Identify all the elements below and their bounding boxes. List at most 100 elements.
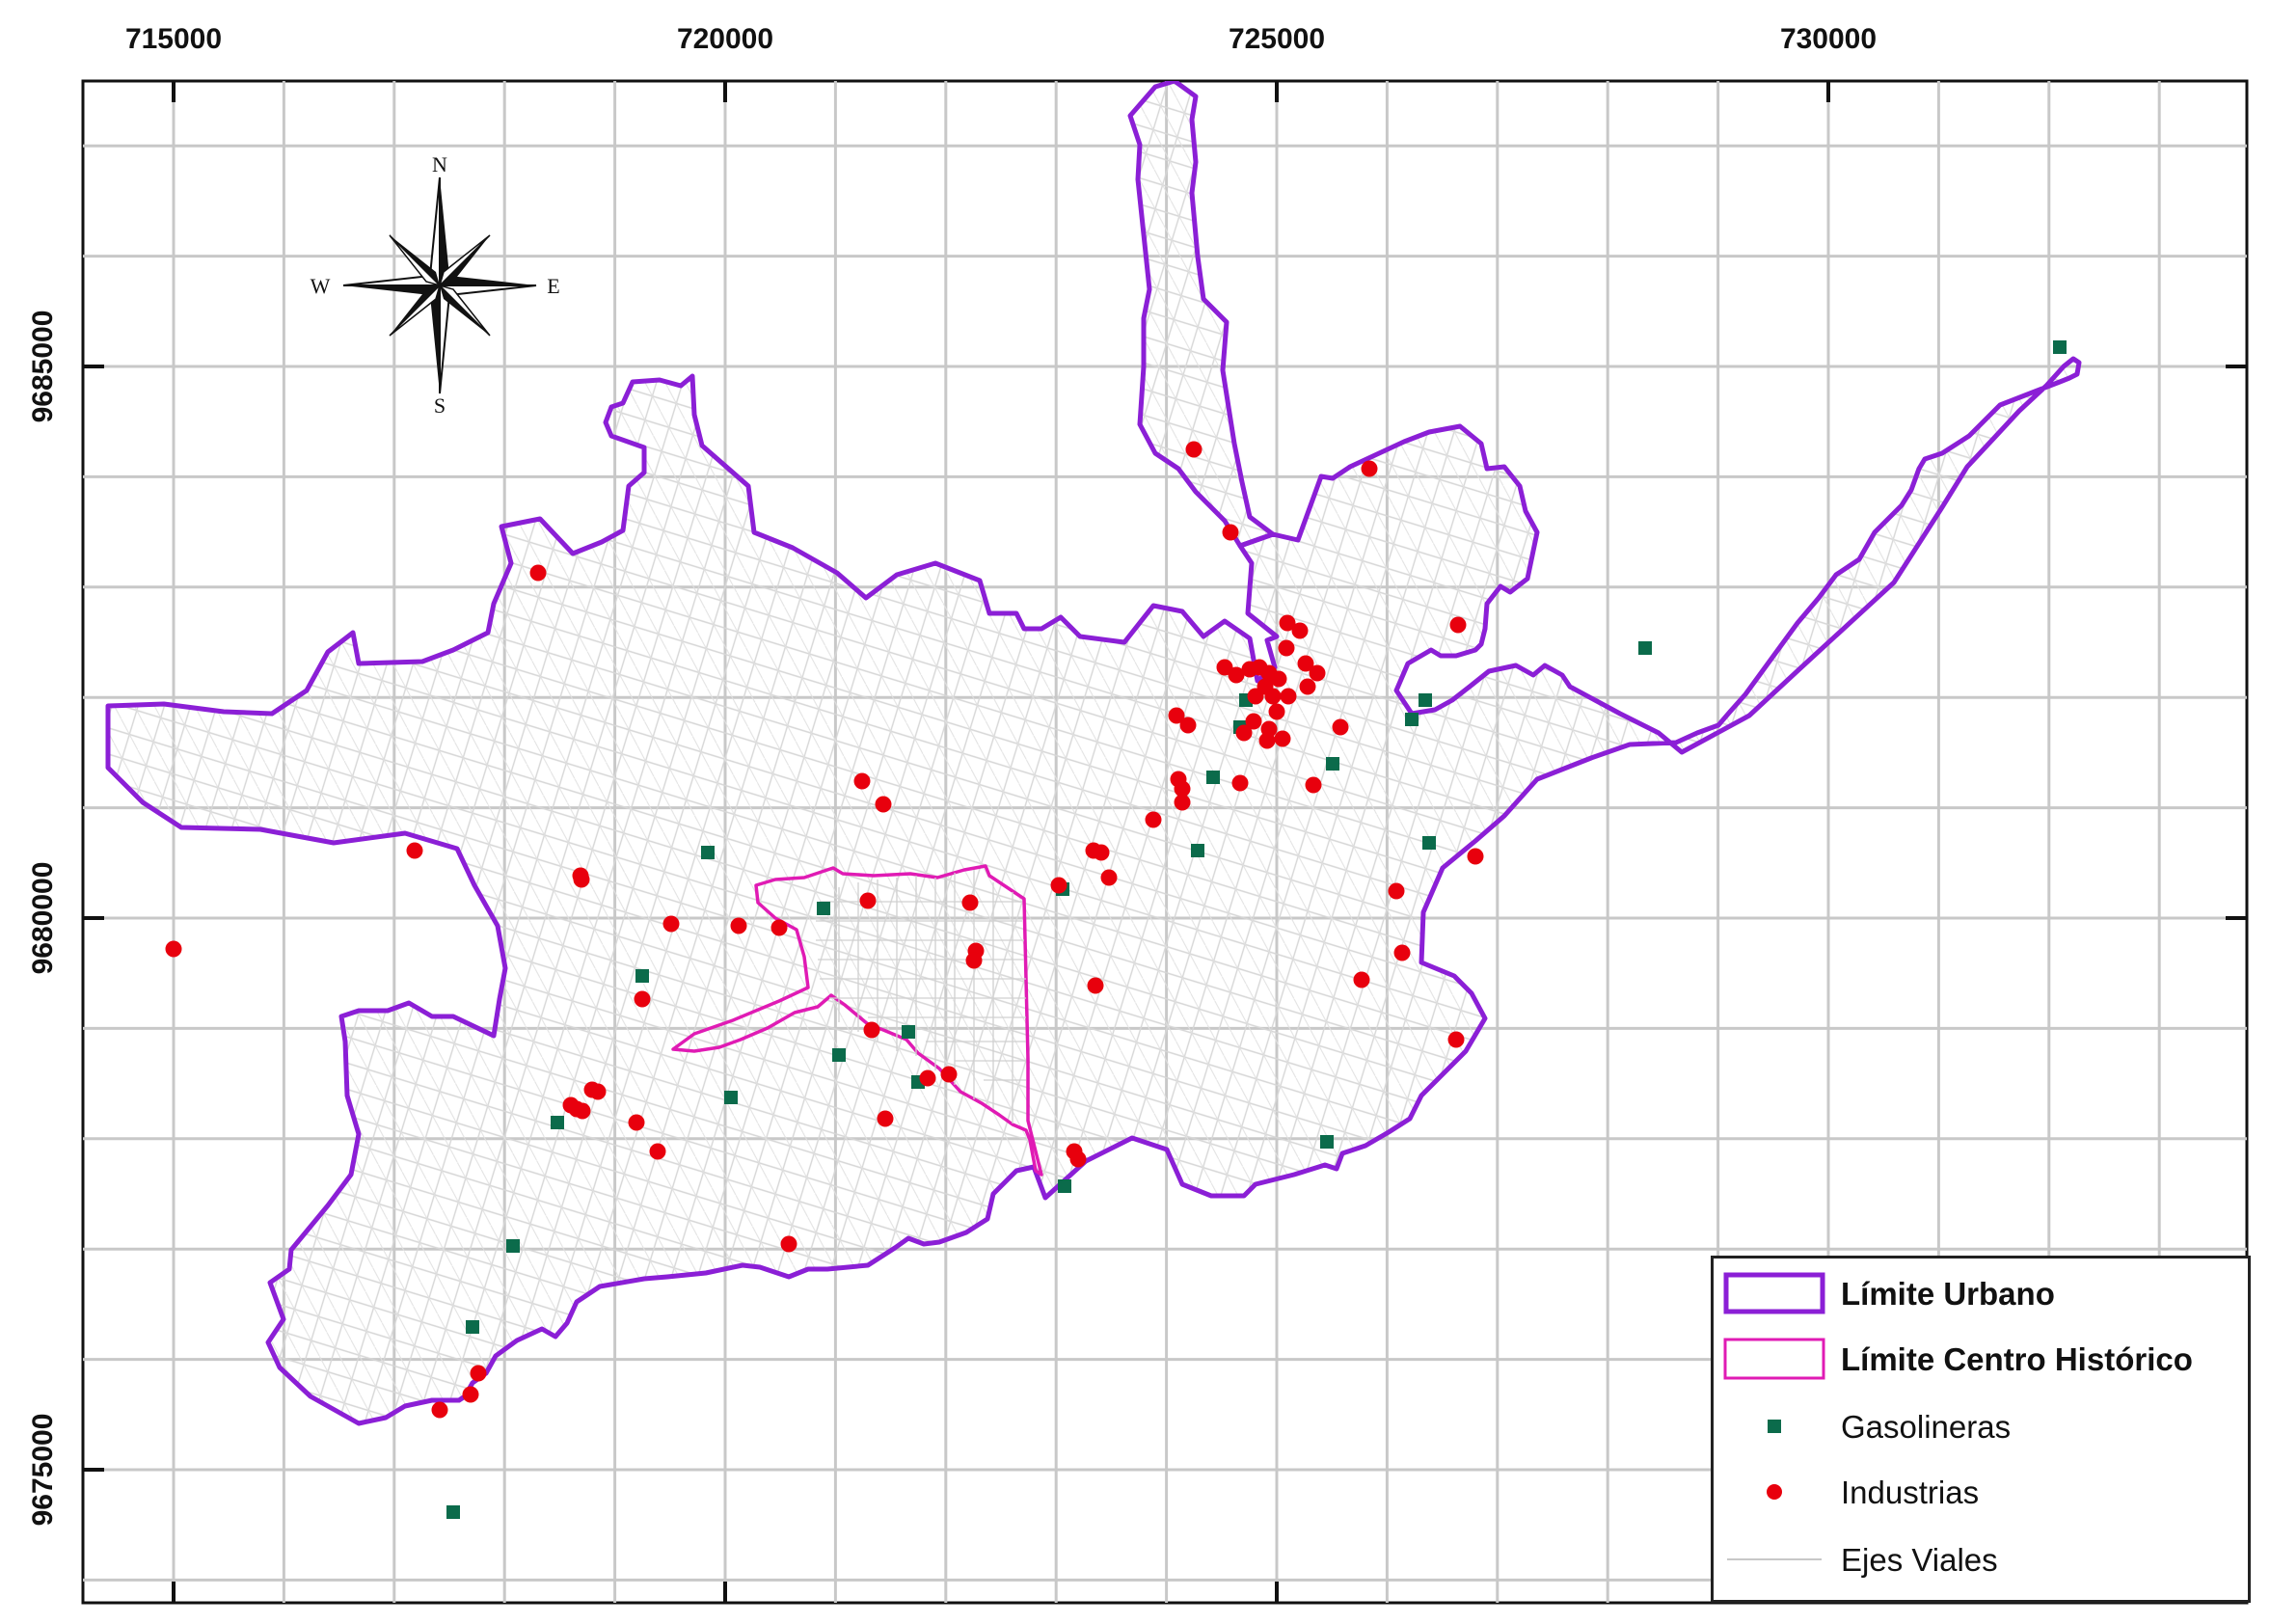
legend-label: Límite Centro Histórico: [1841, 1341, 2193, 1377]
industry-marker: [583, 1081, 601, 1098]
road-network: [108, 359, 2079, 1423]
y-tick-label: 9680000: [27, 862, 59, 975]
gas-station-marker: [817, 902, 830, 915]
industry-marker: [1299, 678, 1316, 695]
industry-marker: [1332, 718, 1349, 736]
legend-item-urban-limit: Límite Urbano: [1714, 1262, 2248, 1324]
gas-station-marker: [832, 1048, 846, 1062]
industry-marker: [1309, 664, 1326, 682]
industry-marker: [1069, 1150, 1087, 1168]
industry-marker: [1235, 724, 1253, 742]
industry-marker: [406, 842, 423, 859]
industry-marker: [529, 564, 547, 582]
gas-station-marker: [1638, 641, 1652, 655]
industry-marker: [165, 940, 182, 958]
compass-rose-icon: [342, 176, 537, 394]
gas-station-marker: [1206, 771, 1220, 784]
gas-station-marker: [1422, 836, 1436, 850]
industry-marker: [961, 894, 979, 911]
industry-marker: [1278, 639, 1295, 657]
gas-station-square-icon: [1768, 1420, 1781, 1433]
industry-marker: [1268, 703, 1285, 720]
industry-marker: [1291, 622, 1309, 639]
urban-limit-swatch-icon: [1723, 1272, 1825, 1314]
industry-marker: [1050, 877, 1067, 894]
industry-marker: [470, 1365, 487, 1382]
industry-markers: [165, 441, 1484, 1419]
industry-marker: [1280, 688, 1297, 705]
industry-marker: [628, 1114, 645, 1131]
industry-marker: [1168, 707, 1185, 724]
compass-west-label: W: [311, 274, 331, 298]
industry-marker: [634, 990, 651, 1008]
industry-marker: [1264, 688, 1282, 705]
legend-label: Industrias: [1841, 1475, 1980, 1510]
industry-marker: [431, 1401, 448, 1419]
legend-item-roads: Ejes Viales: [1714, 1529, 2248, 1590]
industry-marker: [1179, 717, 1197, 734]
gas-station-marker: [506, 1239, 520, 1253]
industry-marker: [1274, 730, 1291, 747]
industry-marker: [1388, 882, 1405, 900]
industry-marker: [1447, 1031, 1465, 1048]
gas-station-marker: [1326, 757, 1339, 771]
gas-station-marker: [466, 1320, 479, 1334]
industry-marker: [1222, 524, 1239, 541]
industry-marker: [1174, 780, 1191, 798]
industry-marker: [1085, 842, 1102, 859]
industry-marker: [1258, 732, 1276, 749]
industry-marker: [770, 919, 788, 936]
industry-marker: [1270, 670, 1287, 688]
industry-marker: [1279, 614, 1296, 632]
industry-marker: [780, 1235, 797, 1253]
gas-station-marker: [1058, 1179, 1071, 1193]
legend-label: Límite Urbano: [1841, 1276, 2055, 1312]
industry-marker: [730, 917, 747, 934]
urban-limit-boundary: [105, 356, 2082, 1426]
industry-marker: [1100, 869, 1118, 886]
industry-marker: [1145, 811, 1162, 828]
industry-marker: [1297, 655, 1314, 672]
gas-station-marker: [635, 969, 649, 983]
industry-marker: [1228, 666, 1245, 684]
compass-north-label: N: [432, 152, 447, 176]
gas-station-marker: [1191, 844, 1204, 857]
legend-item-gas-stations: Gasolineras: [1714, 1395, 2248, 1457]
x-tick-label: 715000: [125, 23, 222, 55]
industry-marker: [919, 1069, 936, 1087]
gas-station-marker: [1320, 1135, 1334, 1149]
x-tick-label: 720000: [677, 23, 773, 55]
industry-marker: [572, 867, 589, 884]
industry-marker: [1353, 971, 1370, 988]
gas-station-marker: [446, 1505, 460, 1519]
industry-marker: [649, 1143, 666, 1160]
map-legend: Límite Urbano Límite Centro Histórico Ga…: [1711, 1256, 2251, 1603]
industry-marker: [1247, 688, 1264, 705]
legend-item-historic-center: Límite Centro Histórico: [1714, 1328, 2248, 1390]
compass-east-label: E: [547, 274, 559, 298]
legend-label: Ejes Viales: [1841, 1542, 1998, 1578]
gas-station-marker: [724, 1091, 738, 1104]
y-tick-label: 9685000: [27, 311, 59, 423]
industry-marker: [863, 1021, 880, 1039]
industry-marker: [574, 1102, 591, 1120]
industry-marker: [1245, 713, 1262, 730]
industry-marker: [965, 952, 983, 969]
gas-station-marker: [1419, 693, 1432, 707]
industry-marker: [875, 796, 892, 813]
industry-marker: [1174, 794, 1191, 811]
industry-marker: [859, 892, 877, 909]
gas-station-marker: [902, 1025, 915, 1039]
industry-marker: [1185, 441, 1203, 458]
gas-station-markers: [446, 340, 2067, 1519]
historic-center-boundary: [671, 864, 1043, 1177]
historic-center-street-grid: [816, 870, 1026, 1123]
x-tick-label: 730000: [1780, 23, 1877, 55]
gas-station-marker: [1405, 713, 1419, 726]
industry-dot-icon: [1767, 1484, 1782, 1500]
industry-marker: [1361, 460, 1378, 477]
industry-marker: [940, 1066, 958, 1083]
industry-marker: [1449, 616, 1467, 634]
gas-station-marker: [551, 1116, 564, 1129]
